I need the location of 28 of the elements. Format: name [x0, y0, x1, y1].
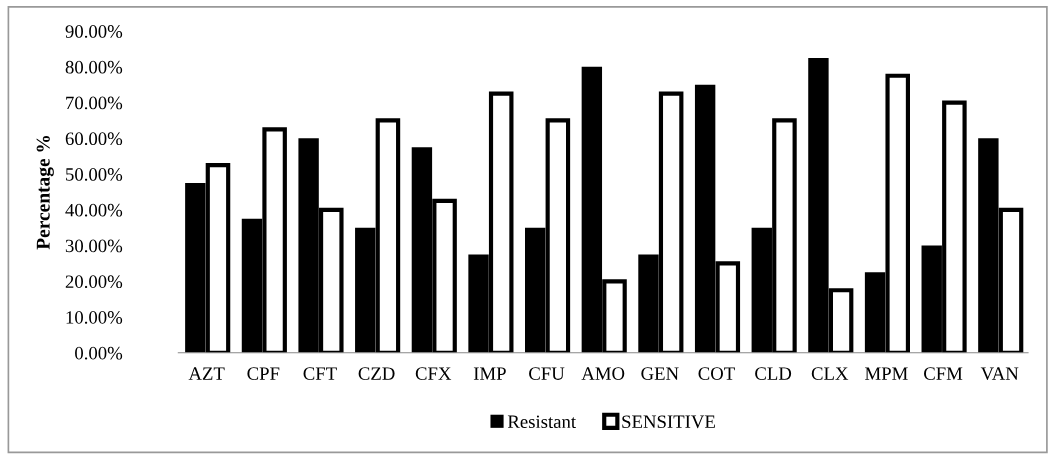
- x-tick-label: MPM: [865, 367, 908, 380]
- y-tick-label: 90.00%: [65, 25, 123, 38]
- y-tick-label: 0.00%: [75, 346, 123, 360]
- y-tick-label: 10.00%: [66, 311, 123, 324]
- y-tick-label: 80.00%: [65, 60, 123, 74]
- y-axis-title: Percentage %: [36, 135, 54, 250]
- y-tick-label: 60.00%: [65, 132, 123, 146]
- x-tick-label: VAN: [980, 367, 1019, 380]
- x-tick-label: CZD: [358, 367, 395, 380]
- x-tick-label: CLD: [755, 367, 792, 380]
- x-tick-label: CLX: [811, 367, 849, 380]
- x-tick-label: CFM: [924, 367, 963, 380]
- x-tick-label: AZT: [188, 367, 225, 380]
- legend-label: Resistant: [507, 415, 576, 429]
- x-tick-label: IMP: [473, 367, 506, 380]
- x-tick-label: GEN: [641, 367, 679, 380]
- x-tick-label: CFU: [529, 367, 565, 380]
- x-tick-label: COT: [698, 367, 735, 380]
- x-tick-label: AMO: [581, 367, 625, 380]
- y-tick-label: 20.00%: [65, 275, 123, 289]
- legend-label: SENSITIVE: [622, 415, 715, 429]
- x-tick-label: CFX: [415, 367, 452, 380]
- y-tick-label: 50.00%: [66, 168, 123, 181]
- y-tick-label: 40.00%: [65, 203, 123, 217]
- y-tick-label: 70.00%: [66, 96, 123, 110]
- x-tick-label: CFT: [303, 367, 337, 380]
- x-tick-label: CPF: [247, 367, 280, 380]
- y-tick-label: 30.00%: [65, 239, 123, 253]
